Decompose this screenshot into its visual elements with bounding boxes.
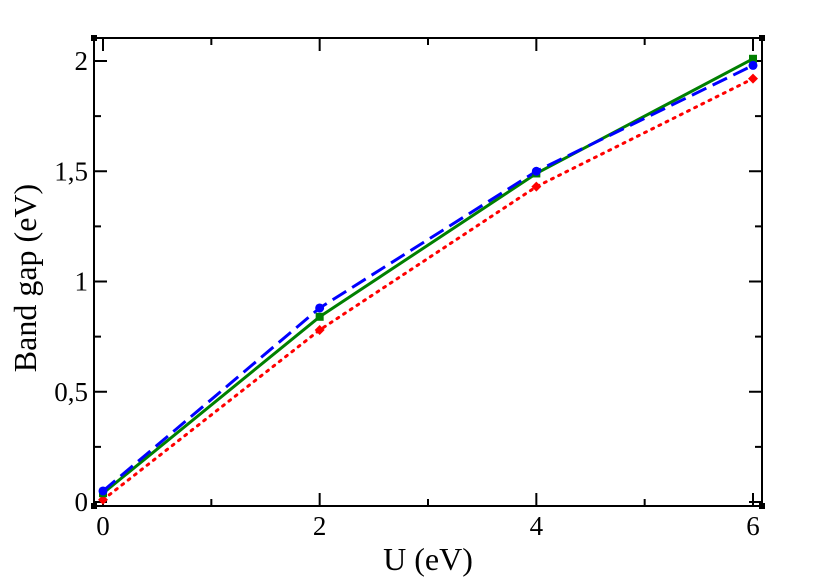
tick-labels: 0 2 4 6 0 0,5 1 1,5 2 (54, 46, 760, 541)
y-axis-label: Band gap (eV) (7, 184, 43, 372)
y-tick-label: 2 (75, 46, 89, 76)
frame-corner-mark (91, 35, 97, 41)
data-point-circle (98, 486, 108, 496)
x-tick-label: 0 (96, 511, 110, 541)
axis-ticks (94, 38, 762, 506)
data-point-square (749, 54, 757, 63)
y-tick-label: 0 (75, 487, 89, 517)
series-line-solid (102, 57, 754, 495)
data-point-square (315, 312, 324, 321)
data-point-circle (531, 166, 541, 176)
data-point-circle (315, 303, 325, 313)
x-tick-label: 6 (746, 511, 760, 541)
data-point-diamond (98, 494, 108, 505)
frame-corner-mark (759, 503, 765, 509)
y-tick-label: 0,5 (54, 377, 88, 407)
series-markers (98, 54, 758, 505)
x-tick-label: 4 (530, 511, 544, 541)
data-point-diamond (314, 325, 325, 336)
data-point-diamond (748, 73, 758, 84)
y-tick-label: 1 (75, 267, 89, 297)
data-point-diamond (531, 181, 542, 192)
data-point-circle (748, 60, 758, 70)
frame-corner-mark (91, 503, 97, 509)
series-lines (101, 57, 755, 502)
frame-corner-marks (91, 35, 765, 509)
series-line-dashed (102, 64, 754, 493)
y-tick-label: 1,5 (54, 156, 88, 186)
frame-corner-mark (759, 35, 765, 41)
series-line-dotted (101, 77, 755, 502)
x-axis-label: U (eV) (383, 541, 473, 577)
x-tick-label: 2 (313, 511, 327, 541)
